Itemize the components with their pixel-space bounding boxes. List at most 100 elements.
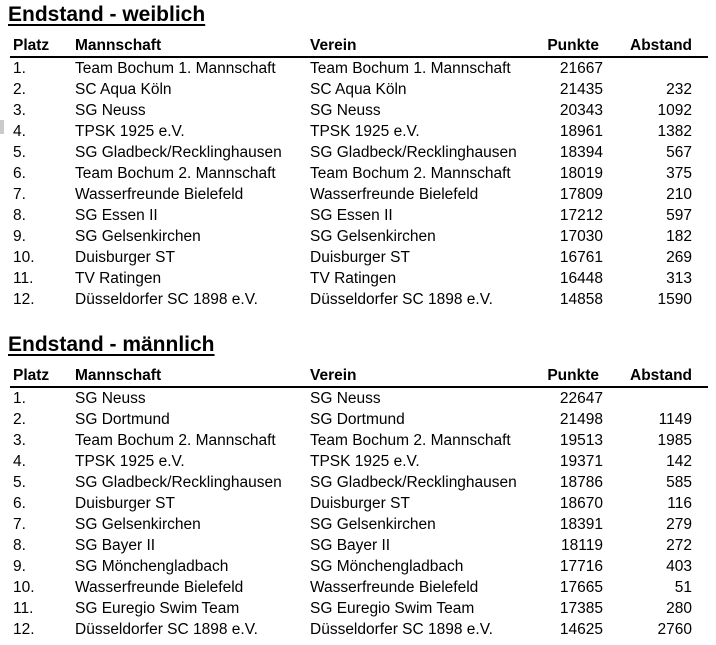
cell-abstand: 182 bbox=[666, 228, 692, 245]
cell-platz: 10. bbox=[13, 579, 35, 596]
cell-platz: 11. bbox=[13, 600, 34, 617]
cell-platz: 4. bbox=[13, 453, 26, 470]
table-row: 10. Duisburger ST Duisburger ST 16761 269 bbox=[10, 247, 708, 268]
cell-punkte: 19513 bbox=[559, 432, 603, 449]
cell-mannschaft: Team Bochum 1. Mannschaft bbox=[75, 60, 276, 77]
cell-mannschaft: TPSK 1925 e.V. bbox=[75, 123, 185, 140]
col-header-abstand: Abstand bbox=[603, 366, 708, 388]
cell-punkte: 14625 bbox=[559, 621, 603, 638]
table-row: 5. SG Gladbeck/Recklinghausen SG Gladbeck/… bbox=[10, 472, 708, 493]
cell-punkte: 17030 bbox=[559, 228, 603, 245]
cell-mannschaft: SG Gelsenkirchen bbox=[75, 516, 201, 533]
col-header-mannschaft: Mannschaft bbox=[75, 366, 310, 388]
table-row: 1. SG Neuss SG Neuss 22647 bbox=[10, 387, 708, 409]
cell-verein: SG Neuss bbox=[310, 102, 381, 119]
cell-mannschaft: Team Bochum 2. Mannschaft bbox=[75, 165, 276, 182]
cell-abstand: 375 bbox=[666, 165, 692, 182]
cell-punkte: 18119 bbox=[561, 537, 603, 554]
col-header-abstand: Abstand bbox=[603, 36, 708, 58]
cell-verein: Düsseldorfer SC 1898 e.V. bbox=[310, 291, 493, 308]
col-header-platz: Platz bbox=[10, 366, 75, 388]
cell-abstand: 1149 bbox=[658, 411, 692, 428]
cell-mannschaft: TPSK 1925 e.V. bbox=[75, 453, 185, 470]
cell-platz: 1. bbox=[13, 60, 26, 77]
cell-platz: 9. bbox=[13, 228, 26, 245]
cell-verein: TV Ratingen bbox=[310, 270, 397, 287]
cell-mannschaft: SG Gladbeck/Recklinghausen bbox=[75, 144, 282, 161]
table-row: 12. Düsseldorfer SC 1898 e.V. Düsseldorfer… bbox=[10, 619, 708, 640]
cell-abstand: 116 bbox=[667, 495, 692, 512]
cell-abstand: 597 bbox=[666, 207, 692, 224]
table-row: 6. Team Bochum 2. Mannschaft Team Bochum 2… bbox=[10, 163, 708, 184]
table-body-weiblich: 1. Team Bochum 1. Mannschaft Team Bochum 1… bbox=[10, 57, 708, 310]
cell-platz: 12. bbox=[13, 291, 35, 308]
table-row: 7. SG Gelsenkirchen SG Gelsenkirchen 18391 2… bbox=[10, 514, 708, 535]
cell-punkte: 18394 bbox=[559, 144, 603, 161]
cell-platz: 7. bbox=[13, 516, 26, 533]
cell-mannschaft: TV Ratingen bbox=[75, 270, 162, 287]
cell-punkte: 21498 bbox=[559, 411, 603, 428]
col-header-mannschaft: Mannschaft bbox=[75, 36, 310, 58]
table-row: 4. TPSK 1925 e.V. TPSK 1925 e.V. 18961 1382 bbox=[10, 121, 708, 142]
table-row: 8. SG Essen II SG Essen II 17212 597 bbox=[10, 205, 708, 226]
cell-punkte: 16761 bbox=[559, 249, 603, 266]
cell-verein: Wasserfreunde Bielefeld bbox=[310, 579, 479, 596]
table-row: 5. SG Gladbeck/Recklinghausen SG Gladbeck/… bbox=[10, 142, 708, 163]
standings-table-weiblich: Platz Mannschaft Verein Punkte Abstand 1… bbox=[10, 36, 708, 310]
cell-verein: SG Essen II bbox=[310, 207, 393, 224]
cell-platz: 8. bbox=[13, 207, 26, 224]
cell-mannschaft: SG Bayer II bbox=[75, 537, 156, 554]
table-row: 8. SG Bayer II SG Bayer II 18119 272 bbox=[10, 535, 708, 556]
cell-verein: Wasserfreunde Bielefeld bbox=[310, 186, 479, 203]
cell-verein: Team Bochum 1. Mannschaft bbox=[310, 60, 511, 77]
cell-verein: SG Euregio Swim Team bbox=[310, 600, 475, 617]
table-row: 12. Düsseldorfer SC 1898 e.V. Düsseldorfer… bbox=[10, 289, 708, 310]
cell-mannschaft: Team Bochum 2. Mannschaft bbox=[75, 432, 276, 449]
cell-verein: Team Bochum 2. Mannschaft bbox=[310, 432, 511, 449]
cell-mannschaft: SG Essen II bbox=[75, 207, 158, 224]
col-header-verein: Verein bbox=[310, 366, 541, 388]
cell-platz: 3. bbox=[13, 432, 26, 449]
standings-section-weiblich: Endstand - weiblich Platz Mannschaft Ver… bbox=[0, 3, 716, 310]
cell-abstand: 232 bbox=[666, 81, 692, 98]
cell-platz: 4. bbox=[13, 123, 26, 140]
cell-abstand bbox=[603, 387, 708, 409]
cell-abstand: 567 bbox=[666, 144, 692, 161]
cell-abstand: 403 bbox=[666, 558, 692, 575]
cell-abstand: 280 bbox=[666, 600, 692, 617]
cell-platz: 6. bbox=[13, 495, 26, 512]
table-row: 9. SG Mönchengladbach SG Mönchengladbach 17… bbox=[10, 556, 708, 577]
cell-mannschaft: Duisburger ST bbox=[75, 495, 175, 512]
cell-verein: SG Gelsenkirchen bbox=[310, 516, 436, 533]
cell-platz: 12. bbox=[13, 621, 35, 638]
left-edge-mark bbox=[0, 120, 4, 134]
table-row: 10. Wasserfreunde Bielefeld Wasserfreunde … bbox=[10, 577, 708, 598]
cell-punkte: 22647 bbox=[559, 390, 603, 407]
cell-abstand: 51 bbox=[674, 579, 692, 596]
cell-punkte: 17716 bbox=[559, 558, 603, 575]
cell-mannschaft: SG Neuss bbox=[75, 390, 146, 407]
cell-platz: 5. bbox=[13, 474, 26, 491]
cell-mannschaft: SG Dortmund bbox=[75, 411, 170, 428]
cell-abstand: 2760 bbox=[657, 621, 692, 638]
table-row: 3. Team Bochum 2. Mannschaft Team Bochum 2… bbox=[10, 430, 708, 451]
cell-verein: SG Bayer II bbox=[310, 537, 391, 554]
cell-abstand: 210 bbox=[666, 186, 692, 203]
cell-verein: TPSK 1925 e.V. bbox=[310, 123, 420, 140]
cell-platz: 2. bbox=[13, 81, 26, 98]
header-row: Platz Mannschaft Verein Punkte Abstand bbox=[10, 366, 708, 388]
cell-punkte: 17385 bbox=[559, 600, 603, 617]
standings-section-maennlich: Endstand - männlich Platz Mannschaft Ver… bbox=[0, 333, 716, 640]
table-row: 4. TPSK 1925 e.V. TPSK 1925 e.V. 19371 142 bbox=[10, 451, 708, 472]
cell-mannschaft: Wasserfreunde Bielefeld bbox=[75, 579, 244, 596]
table-row: 11. TV Ratingen TV Ratingen 16448 313 bbox=[10, 268, 708, 289]
cell-abstand: 1382 bbox=[657, 123, 692, 140]
cell-mannschaft: Wasserfreunde Bielefeld bbox=[75, 186, 244, 203]
cell-verein: SG Dortmund bbox=[310, 411, 405, 428]
cell-punkte: 17665 bbox=[559, 579, 603, 596]
cell-punkte: 17809 bbox=[559, 186, 603, 203]
cell-platz: 9. bbox=[13, 558, 26, 575]
cell-verein: Duisburger ST bbox=[310, 495, 410, 512]
cell-platz: 7. bbox=[13, 186, 26, 203]
table-row: 7. Wasserfreunde Bielefeld Wasserfreunde B… bbox=[10, 184, 708, 205]
